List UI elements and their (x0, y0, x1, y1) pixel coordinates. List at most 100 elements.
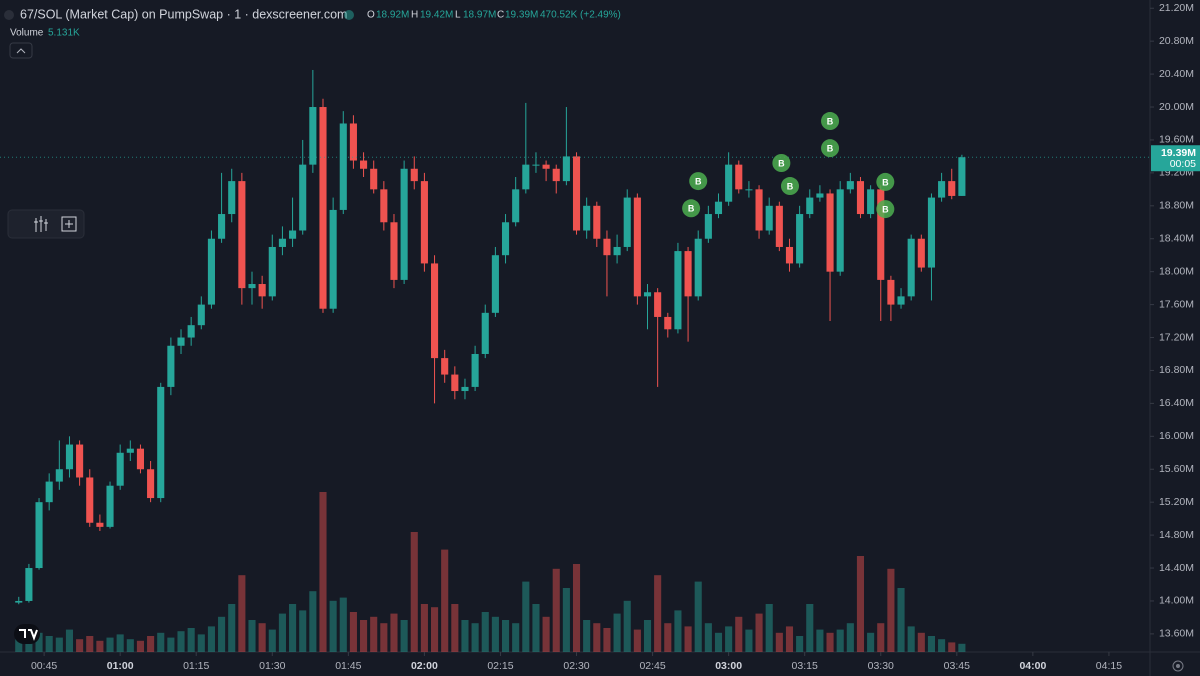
symbol-icon[interactable] (4, 10, 14, 20)
candle-body (948, 181, 956, 196)
candle-body (349, 123, 357, 161)
candle-body (289, 230, 297, 239)
candle-body (126, 448, 134, 453)
candle-body (35, 502, 43, 569)
low-label: L (455, 10, 461, 21)
candle-body (177, 337, 185, 346)
close-value: 19.39M (505, 10, 538, 21)
candle-body (167, 345, 175, 387)
x-tick-label: 01:45 (335, 660, 361, 672)
candle-body (765, 205, 773, 231)
volume-bar (258, 623, 266, 652)
volume-bar (704, 623, 712, 652)
candle-body (927, 197, 936, 268)
candle-body (572, 156, 581, 231)
candle-body (735, 164, 743, 190)
candle-body (867, 189, 875, 215)
candle-body (390, 222, 398, 280)
volume-bar (765, 604, 773, 652)
candle-body (420, 181, 428, 264)
volume-bar (542, 616, 550, 652)
y-tick-label: 20.80M (1159, 35, 1194, 47)
y-tick-label: 15.60M (1159, 463, 1194, 475)
candle-body (410, 168, 418, 182)
candle-body (583, 205, 591, 231)
open-value: 18.92M (376, 10, 409, 21)
ohlc-legend: O 18.92M H 19.42M L 18.97M C 19.39M 470.… (367, 10, 621, 21)
trade-marker (821, 112, 840, 131)
candle-body (725, 164, 733, 202)
candle-body (248, 284, 256, 289)
plot-area: B B B B B B B B (0, 69, 1150, 652)
volume-bar (319, 492, 327, 652)
candle-body (887, 279, 895, 305)
volume-bar (846, 623, 854, 652)
volume-bar (126, 639, 134, 652)
candle-body (157, 386, 165, 499)
volume-bar (877, 623, 885, 652)
volume-bar (167, 637, 175, 652)
volume-bar (583, 620, 591, 652)
candle-body (268, 246, 276, 297)
x-tick-label: 03:30 (868, 660, 894, 672)
trade-marker (876, 172, 895, 191)
volume-bar (289, 604, 297, 652)
volume-bar (694, 581, 702, 652)
volume-bar (654, 575, 662, 652)
candle-body (339, 123, 347, 210)
measure-tool[interactable] (61, 216, 77, 232)
settings-icon[interactable] (1172, 660, 1184, 672)
candles-tool[interactable] (34, 216, 48, 232)
x-tick-label: 00:45 (31, 660, 57, 672)
volume-bar (907, 626, 915, 652)
candle-body (613, 246, 621, 256)
volume-bar (55, 637, 63, 652)
candle-body (522, 164, 530, 190)
volume-bar (268, 629, 276, 652)
candle-body (258, 284, 266, 297)
volume-bar (897, 588, 905, 652)
y-tick-label: 17.20M (1159, 331, 1194, 343)
volume-value: 5.131K (48, 28, 80, 39)
volume-bar (633, 629, 641, 652)
volume-bar (643, 620, 652, 652)
candle-body (96, 522, 104, 527)
volume-bar (430, 607, 439, 652)
volume-bar (329, 600, 337, 652)
x-tick-label: 01:00 (107, 660, 134, 672)
volume-bar (603, 628, 611, 652)
open-label: O (367, 10, 375, 21)
candle-body (704, 214, 712, 239)
volume-bar (623, 600, 631, 652)
candle-body (106, 485, 114, 527)
collapse-button[interactable] (9, 42, 33, 59)
volume-bar (187, 628, 195, 652)
volume-bar (674, 610, 682, 652)
candle-body (816, 193, 824, 198)
change-value: 470.52K (+2.49%) (540, 10, 621, 21)
candle-body (806, 197, 814, 215)
trade-marker-label: B (778, 158, 785, 168)
volume-bar (25, 642, 33, 652)
trade-marker-label: B (688, 204, 695, 214)
volume-bar (501, 620, 510, 652)
candle-body (775, 205, 783, 247)
volume-bar (714, 632, 723, 652)
volume-title: Volume (10, 28, 44, 39)
x-tick-label: 03:15 (792, 660, 818, 672)
trade-marker-label: B (827, 144, 834, 154)
candle-body (856, 181, 865, 215)
countdown-label: 00:05 (1170, 158, 1196, 170)
candle-body (542, 164, 550, 169)
volume-bar (400, 620, 408, 652)
candle-body (907, 238, 915, 297)
volume-bar (451, 604, 459, 652)
settings-icon-dot (1176, 664, 1180, 668)
volume-bar (410, 532, 418, 652)
volume-bar (461, 620, 469, 652)
volume-bar (441, 549, 449, 652)
volume-bar (593, 623, 601, 652)
y-tick-label: 16.40M (1159, 397, 1194, 409)
candle-body (623, 197, 631, 247)
